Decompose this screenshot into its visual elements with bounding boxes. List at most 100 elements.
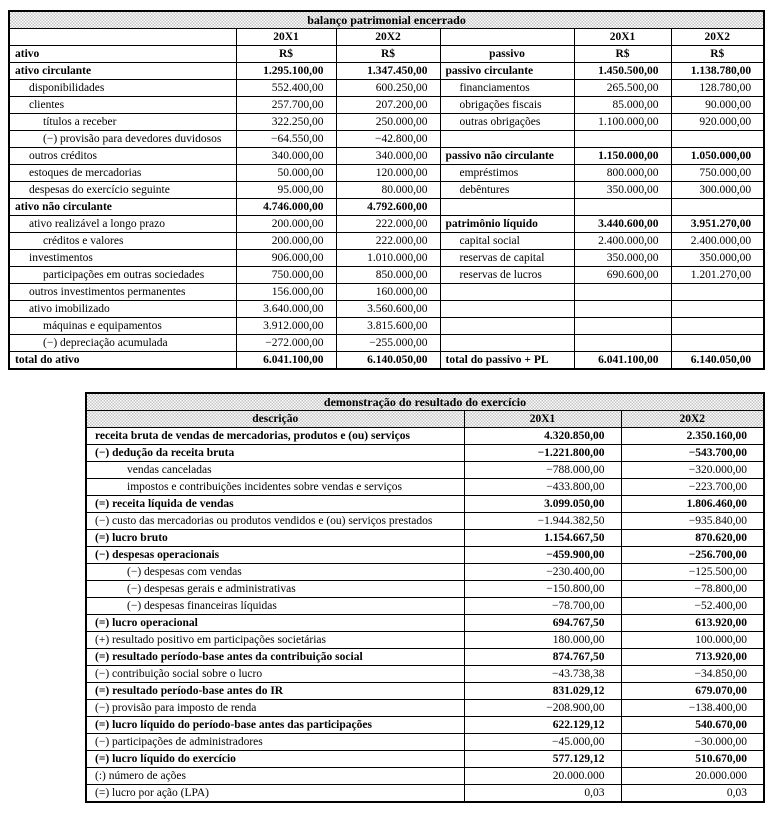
passivo-value-20x2: 90.000,00 (670, 96, 765, 114)
balance-sheet-row: total do ativo 6.041.100,00 6.140.050,00 to… (8, 351, 765, 370)
dre-row-label: (:) número de ações (85, 767, 465, 785)
ativo-value-20x1: 906.000,00 (235, 249, 337, 267)
balance-sheet-title: balanço patrimonial encerrado (8, 10, 765, 29)
passivo-row-label (439, 317, 575, 335)
ativo-row-label: ativo circulante (8, 62, 237, 80)
passivo-value-20x1: 1.100.000,00 (573, 113, 672, 131)
passivo-value-20x2 (670, 317, 765, 335)
ativo-value-20x2: 3.815.600,00 (335, 317, 441, 335)
passivo-row-label (439, 334, 575, 352)
balance-sheet-row: títulos a receber 322.250,00 250.000,00 out… (8, 113, 765, 131)
ativo-row-label: clientes (8, 96, 237, 114)
income-statement-row: (=) lucro operacional 694.767,50 613.920,0… (85, 614, 765, 632)
ativo-value-20x2: 222.000,00 (335, 232, 441, 250)
dre-row-label: receita bruta de vendas de mercadorias, … (85, 427, 465, 445)
dre-value-20x1: 0,03 (463, 784, 622, 803)
balance-sheet-row: disponibilidades 552.400,00 600.250,00 fina… (8, 79, 765, 97)
passivo-value-20x1: 1.150.000,00 (573, 147, 672, 165)
dre-value-20x2: 540.670,00 (620, 716, 765, 734)
ativo-row-label: despesas do exercício seguinte (8, 181, 237, 199)
income-statement-row: impostos e contribuições incidentes sobr… (85, 478, 765, 496)
dre-value-20x2: 1.806.460,00 (620, 495, 765, 513)
balance-sheet-row: ativo realizável a longo prazo 200.000,00… (8, 215, 765, 233)
ativo-value-20x2: 160.000,00 (335, 283, 441, 301)
passivo-row-label (439, 283, 575, 301)
passivo-row-label: capital social (439, 232, 575, 250)
ativo-value-20x2: 850.000,00 (335, 266, 441, 284)
dre-value-20x2: −34.850,00 (620, 665, 765, 683)
dre-value-20x1: 180.000,00 (463, 631, 622, 649)
passivo-value-20x2: 1.050.000,00 (670, 147, 765, 165)
balance-sheet-row: clientes 257.700,00 207.200,00 obrigações f… (8, 96, 765, 114)
currency-header: R$ (670, 45, 765, 63)
income-statement-table: demonstração do resultado do exercício d… (85, 392, 766, 803)
balance-sheet-row: participações em outras sociedades 750.00… (8, 266, 765, 284)
currency-header: R$ (335, 45, 441, 63)
passivo-value-20x2 (670, 130, 765, 148)
dre-row-label: (−) despesas operacionais (85, 546, 465, 564)
column-header-20x2: 20X2 (620, 410, 765, 428)
ativo-row-label: ativo não circulante (8, 198, 237, 216)
dre-value-20x2: −52.400,00 (620, 597, 765, 615)
year-header-passivo-20x2: 20X2 (670, 28, 765, 46)
year-header-ativo-20x2: 20X2 (335, 28, 441, 46)
income-statement-row: (=) lucro por ação (LPA) 0,03 0,03 (85, 784, 765, 803)
ativo-row-label: ativo realizável a longo prazo (8, 215, 237, 233)
income-statement-row: (−) participações de administradores −45.… (85, 733, 765, 751)
income-statement-row: (−) despesas com vendas −230.400,00 −125.5… (85, 563, 765, 581)
balance-sheet-section-header-row: ativo R$ R$ passivo R$ R$ (8, 45, 765, 63)
passivo-row-label: total do passivo + PL (439, 351, 575, 370)
passivo-value-20x1 (573, 300, 672, 318)
dre-value-20x1: −1.221.800,00 (463, 444, 622, 462)
dre-row-label: (−) custo das mercadorias ou produtos ve… (85, 512, 465, 530)
passivo-value-20x1: 350.000,00 (573, 249, 672, 267)
passivo-value-20x1 (573, 283, 672, 301)
ativo-value-20x1: 50.000,00 (235, 164, 337, 182)
balance-sheet-body: ativo circulante 1.295.100,00 1.347.450,00… (8, 62, 765, 370)
dre-row-label: (−) despesas gerais e administrativas (85, 580, 465, 598)
dre-row-label: (−) contribuição social sobre o lucro (85, 665, 465, 683)
dre-value-20x2: 510.670,00 (620, 750, 765, 768)
passivo-value-20x1 (573, 317, 672, 335)
income-statement-row: (:) número de ações 20.000.000 20.000.000 (85, 767, 765, 785)
balance-sheet-title-row: balanço patrimonial encerrado (8, 10, 765, 29)
passivo-value-20x2: 3.951.270,00 (670, 215, 765, 233)
dre-value-20x1: −150.800,00 (463, 580, 622, 598)
dre-value-20x1: 1.154.667,50 (463, 529, 622, 547)
dre-row-label: (=) receita líquida de vendas (85, 495, 465, 513)
ativo-row-label: total do ativo (8, 351, 237, 370)
income-statement-row: (=) lucro líquido do exercício 577.129,12… (85, 750, 765, 768)
dre-row-label: (=) resultado período-base antes do IR (85, 682, 465, 700)
dre-row-label: (+) resultado positivo em participações … (85, 631, 465, 649)
dre-value-20x2: −125.500,00 (620, 563, 765, 581)
income-statement-row: (=) receita líquida de vendas 3.099.050,0… (85, 495, 765, 513)
balance-sheet-row: máquinas e equipamentos 3.912.000,00 3.815… (8, 317, 765, 335)
dre-value-20x1: −230.400,00 (463, 563, 622, 581)
passivo-row-label: passivo circulante (439, 62, 575, 80)
dre-value-20x2: 20.000.000 (620, 767, 765, 785)
balance-sheet-row: (−) depreciação acumulada −272.000,00 −255… (8, 334, 765, 352)
income-statement-row: (=) lucro líquido do período-base antes … (85, 716, 765, 734)
passivo-value-20x1: 85.000,00 (573, 96, 672, 114)
dre-value-20x1: −208.900,00 (463, 699, 622, 717)
dre-value-20x1: −459.900,00 (463, 546, 622, 564)
balance-sheet-row: créditos e valores 200.000,00 222.000,00 ca… (8, 232, 765, 250)
dre-value-20x2: 100.000,00 (620, 631, 765, 649)
ativo-row-label: estoques de mercadorias (8, 164, 237, 182)
dre-row-label: (=) resultado período-base antes da cont… (85, 648, 465, 666)
passivo-row-label: reservas de capital (439, 249, 575, 267)
dre-value-20x2: 713.920,00 (620, 648, 765, 666)
dre-row-label: (=) lucro operacional (85, 614, 465, 632)
income-statement-row: (=) resultado período-base antes da cont… (85, 648, 765, 666)
balance-sheet-row: outros créditos 340.000,00 340.000,00 passi… (8, 147, 765, 165)
passivo-value-20x2: 6.140.050,00 (670, 351, 765, 370)
passivo-value-20x2 (670, 283, 765, 301)
dre-value-20x1: −433.800,00 (463, 478, 622, 496)
income-statement-title-row: demonstração do resultado do exercício (85, 392, 765, 411)
passivo-value-20x2 (670, 334, 765, 352)
balance-sheet-row: ativo circulante 1.295.100,00 1.347.450,00… (8, 62, 765, 80)
income-statement-row: (−) despesas financeiras líquidas −78.700… (85, 597, 765, 615)
income-statement-row: (−) provisão para imposto de renda −208.9… (85, 699, 765, 717)
dre-row-label: impostos e contribuições incidentes sobr… (85, 478, 465, 496)
